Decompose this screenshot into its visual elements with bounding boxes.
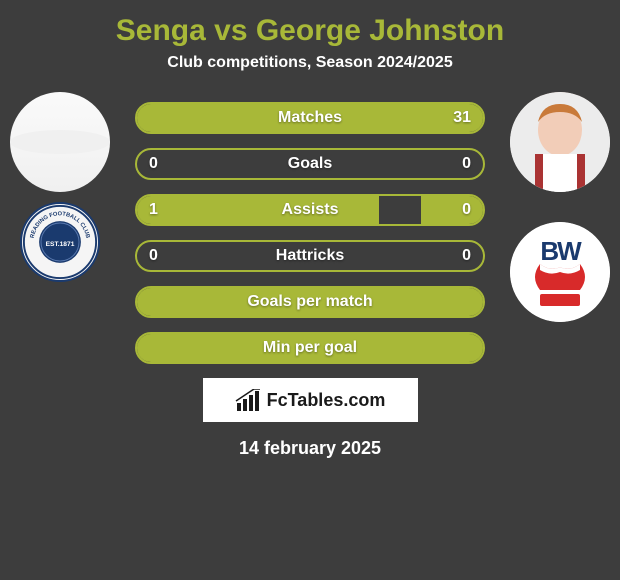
watermark: FcTables.com bbox=[203, 378, 418, 422]
stat-val-right: 0 bbox=[462, 201, 471, 219]
stat-row-hattricks: 0 Hattricks 0 bbox=[135, 240, 485, 272]
stat-label: Goals bbox=[288, 155, 332, 173]
player1-photo-placeholder bbox=[10, 92, 110, 192]
stat-row-goals: 0 Goals 0 bbox=[135, 148, 485, 180]
content-area: READING FOOTBALL CLUB EST.1871 BW bbox=[0, 102, 620, 459]
player1-club-logo: READING FOOTBALL CLUB EST.1871 bbox=[20, 202, 100, 282]
stat-fill-right bbox=[421, 196, 483, 224]
svg-text:BW: BW bbox=[540, 236, 582, 266]
stat-row-matches: Matches 31 bbox=[135, 102, 485, 134]
player1-avatar bbox=[10, 92, 110, 192]
reading-logo: READING FOOTBALL CLUB EST.1871 bbox=[20, 202, 100, 282]
stat-fill-left bbox=[137, 196, 379, 224]
stat-row-assists: 1 Assists 0 bbox=[135, 194, 485, 226]
stat-val-left: 0 bbox=[149, 155, 158, 173]
svg-text:EST.1871: EST.1871 bbox=[46, 241, 75, 248]
stat-label: Goals per match bbox=[247, 293, 372, 311]
player2-club-logo: BW bbox=[510, 222, 610, 322]
comparison-card: Senga vs George Johnston Club competitio… bbox=[0, 0, 620, 459]
stat-val-right: 31 bbox=[453, 109, 471, 127]
stat-label: Min per goal bbox=[263, 339, 357, 357]
stat-row-mpg: Min per goal bbox=[135, 332, 485, 364]
stat-val-right: 0 bbox=[462, 155, 471, 173]
bolton-logo: BW bbox=[510, 222, 610, 322]
stat-val-left: 0 bbox=[149, 247, 158, 265]
player2-photo bbox=[510, 92, 610, 192]
date: 14 february 2025 bbox=[0, 438, 620, 459]
stat-val-right: 0 bbox=[462, 247, 471, 265]
stat-row-gpm: Goals per match bbox=[135, 286, 485, 318]
stat-label: Matches bbox=[278, 109, 342, 127]
watermark-text: FcTables.com bbox=[267, 390, 386, 411]
chart-icon bbox=[235, 389, 261, 411]
stat-label: Hattricks bbox=[276, 247, 344, 265]
stat-val-left: 1 bbox=[149, 201, 158, 219]
player2-avatar bbox=[510, 92, 610, 192]
stats-list: Matches 31 0 Goals 0 1 Assists 0 0 bbox=[135, 102, 485, 364]
page-title: Senga vs George Johnston bbox=[0, 0, 620, 54]
stat-label: Assists bbox=[282, 201, 339, 219]
